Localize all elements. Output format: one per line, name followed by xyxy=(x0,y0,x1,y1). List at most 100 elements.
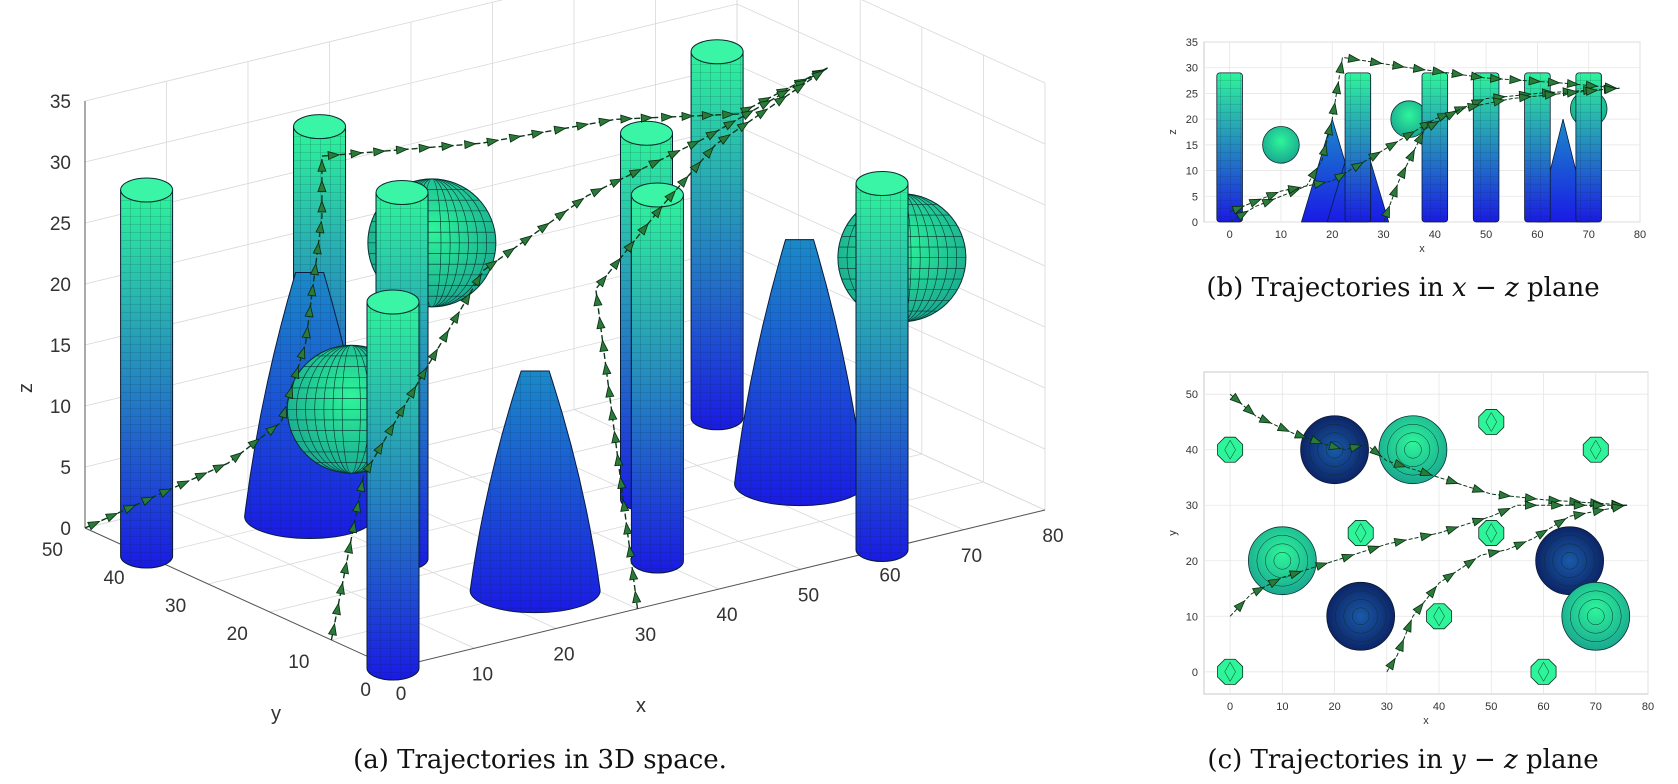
circle-ring xyxy=(1560,552,1579,570)
y-tick-label: 10 xyxy=(1186,166,1198,178)
cylinder-top-obstacle xyxy=(1478,409,1505,435)
circle-ring xyxy=(1343,599,1378,634)
wall-grid-line xyxy=(84,3,1046,163)
z-tick-label: 0 xyxy=(60,519,71,540)
y-tick-label: 0 xyxy=(360,680,371,701)
trajectory-3d-2 xyxy=(595,67,828,609)
trajectory-3d-2-marker xyxy=(629,567,639,581)
trajectory-3d-2-marker xyxy=(664,189,677,203)
trajectory-xz-1-marker xyxy=(1436,113,1451,122)
trajectory-xz-1-marker xyxy=(1287,185,1301,195)
x-tick-label: 30 xyxy=(635,625,656,646)
trajectory-3d-0-marker xyxy=(395,145,409,155)
trajectory-3d-0-marker xyxy=(441,141,455,152)
trajectory-xz-0-marker xyxy=(1509,75,1523,85)
light-obstacle xyxy=(1247,526,1317,596)
trajectory-xz-2-marker xyxy=(1396,165,1407,180)
trajectory-3d-2-marker xyxy=(736,121,750,133)
cylinder-top-obstacle xyxy=(1347,520,1374,546)
trajectory-3d-0-marker xyxy=(87,520,101,531)
z-tick-label: 30 xyxy=(50,153,71,174)
trajectory-3d-1-marker xyxy=(485,259,498,271)
trajectory-xy-2-marker xyxy=(1513,541,1527,551)
trajectory-3d-0-marker xyxy=(194,472,208,482)
x-tick-label: 10 xyxy=(1275,229,1287,241)
trajectory-xz-0-marker xyxy=(1331,81,1341,95)
z-tick-label: 35 xyxy=(50,92,71,113)
z-axis-label: z xyxy=(15,383,37,393)
trajectory-3d-2-marker xyxy=(611,430,621,444)
trajectory-xy-2-marker xyxy=(1573,511,1587,521)
y-axis-label: y xyxy=(1167,530,1179,536)
trajectory-3d-0-marker xyxy=(486,137,500,147)
trajectory-xy-1-marker xyxy=(1592,500,1606,510)
trajectory-xy-2-marker xyxy=(1611,503,1625,513)
trajectory-xz-0-marker xyxy=(1347,53,1361,63)
x-axis-label: x xyxy=(1423,715,1429,727)
trajectory-xz-1-marker xyxy=(1385,141,1399,152)
cone-mesh xyxy=(734,239,865,506)
trajectory-3d-0-marker xyxy=(722,110,735,120)
trajectory-3d-1-marker xyxy=(395,404,406,418)
trajectory-xy-2-marker xyxy=(1425,585,1437,599)
trajectory-xy-2-marker xyxy=(1487,549,1501,559)
x-tick-label: 50 xyxy=(798,585,819,606)
x-tick-label: 60 xyxy=(1531,229,1543,241)
cylinder-top-obstacle xyxy=(1530,658,1557,685)
trajectory-3d-1-marker xyxy=(427,348,439,362)
trajectory-xy-1-marker xyxy=(1341,553,1355,563)
trajectory-3d-2-marker xyxy=(617,476,627,490)
trajectory-3d-2-marker xyxy=(717,134,731,145)
trajectory-xy-0-marker xyxy=(1524,493,1538,503)
x-tick-label: 70 xyxy=(961,546,982,567)
trajectory-3d-0-marker xyxy=(620,114,634,124)
z-tick-label: 20 xyxy=(50,275,71,296)
trajectory-3d-1-marker xyxy=(502,247,516,259)
trajectory-3d-1-marker xyxy=(343,540,353,554)
trajectory-3d-0-marker xyxy=(531,129,545,139)
cylinder-cap xyxy=(855,171,909,196)
trajectory-3d-0-marker xyxy=(508,133,522,143)
trajectory-3d-1-marker xyxy=(536,222,550,234)
trajectory-3d-0-marker xyxy=(278,405,287,419)
trajectory-3d-0-marker xyxy=(681,111,695,121)
z-tick-label: 25 xyxy=(50,214,71,235)
circle-ring xyxy=(1325,440,1344,459)
light-obstacle xyxy=(1561,581,1631,651)
x-tick-label: 60 xyxy=(879,566,900,587)
trajectory-3d-0-marker xyxy=(312,241,322,255)
cylinder-cap xyxy=(690,39,744,65)
trajectory-3d-0-marker xyxy=(317,159,327,172)
trajectory-3d-2-marker xyxy=(773,95,787,107)
trajectory-3d-1-marker xyxy=(373,441,384,455)
trajectory-xz-0-marker xyxy=(1470,71,1484,81)
cylinder-top-detail xyxy=(1224,661,1236,682)
trajectory-3d-0-marker xyxy=(284,385,294,400)
trajectory-3d-2-marker xyxy=(626,544,636,558)
trajectory-xy-1 xyxy=(1229,504,1628,617)
trajectory-xy-1-marker xyxy=(1573,500,1587,510)
trajectory-3d-0-marker xyxy=(309,262,319,276)
trajectory-xz-1-marker xyxy=(1231,205,1245,215)
cylinder-mesh xyxy=(120,190,173,568)
trajectory-xy-0-marker xyxy=(1242,403,1256,416)
trajectory-3d-2-marker xyxy=(702,146,715,159)
trajectory-3d-1-marker xyxy=(449,310,460,325)
trajectory-3d-2-marker xyxy=(593,293,603,307)
trajectory-xz-1-marker xyxy=(1265,191,1280,201)
trajectory-xz-2-marker xyxy=(1467,102,1481,112)
floor-grid-line xyxy=(146,397,799,557)
cylinder-profile-mesh xyxy=(1575,72,1602,222)
trajectory-xz-2 xyxy=(1383,87,1620,223)
x-tick-label: 70 xyxy=(1583,229,1595,241)
trajectory-xz-0-marker xyxy=(1547,77,1561,87)
trajectory-3d-2-marker xyxy=(614,453,624,467)
trajectory-3d-0-marker xyxy=(229,451,243,464)
circle-ring xyxy=(1308,424,1361,476)
y-tick-label: 0 xyxy=(1192,667,1198,679)
x-tick-label: 50 xyxy=(1485,701,1497,713)
x-tick-label: 40 xyxy=(1429,229,1441,241)
trajectory-xz-1-marker xyxy=(1333,172,1347,183)
trajectory-xz-1-marker xyxy=(1350,161,1365,173)
trajectory-xy-2-marker xyxy=(1385,657,1396,671)
